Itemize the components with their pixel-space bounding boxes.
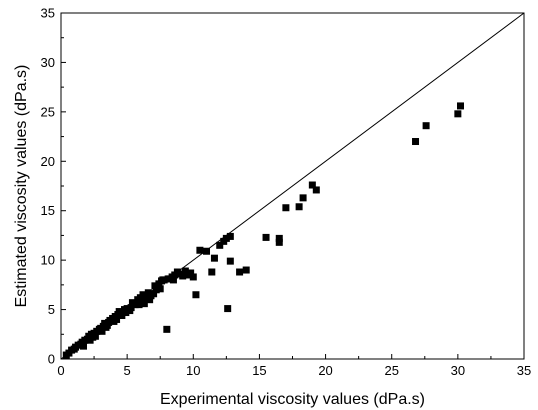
- data-point: [224, 305, 232, 313]
- data-points: [62, 102, 465, 359]
- y-tick-label: 15: [41, 203, 55, 218]
- y-tick-label: 5: [48, 302, 55, 317]
- data-point: [222, 234, 230, 242]
- data-point: [169, 276, 177, 284]
- data-point: [181, 267, 189, 275]
- data-point: [89, 333, 97, 341]
- data-point: [140, 300, 148, 308]
- data-point: [242, 266, 250, 274]
- y-axis-title: Estimated viscosity values (dPa.s): [13, 65, 30, 308]
- data-point: [275, 238, 283, 246]
- data-point: [216, 241, 224, 249]
- data-point: [312, 186, 320, 194]
- data-point: [226, 232, 234, 240]
- data-point: [139, 291, 147, 299]
- data-point: [98, 327, 106, 335]
- data-point: [457, 102, 465, 110]
- data-point: [192, 291, 200, 299]
- data-point: [156, 285, 164, 293]
- data-point: [282, 204, 290, 212]
- data-point: [454, 110, 462, 118]
- data-point: [118, 312, 126, 320]
- data-point: [79, 342, 87, 350]
- data-point: [164, 275, 172, 283]
- x-tick-label: 20: [318, 363, 332, 378]
- data-point: [275, 234, 283, 242]
- data-point: [151, 282, 159, 290]
- x-tick-label: 5: [124, 363, 131, 378]
- data-point: [308, 181, 316, 189]
- x-axis-title: Experimental viscosity values (dPa.s): [160, 391, 425, 408]
- data-point: [179, 272, 187, 280]
- data-point: [113, 315, 121, 323]
- y-tick-label: 10: [41, 253, 55, 268]
- data-point: [210, 254, 218, 262]
- data-point: [189, 273, 197, 281]
- x-axis-ticks: 0 5 10 15 20 25 30 35: [57, 354, 531, 378]
- x-tick-label: 30: [451, 363, 465, 378]
- x-tick-label: 0: [57, 363, 64, 378]
- data-point: [131, 301, 139, 309]
- y-tick-label: 20: [41, 154, 55, 169]
- data-point: [295, 203, 303, 211]
- data-point: [122, 309, 130, 317]
- data-point: [422, 122, 430, 130]
- data-point: [196, 246, 204, 254]
- x-tick-label: 10: [186, 363, 200, 378]
- data-point: [299, 194, 307, 202]
- data-point: [127, 304, 135, 312]
- data-point: [152, 286, 160, 294]
- x-tick-label: 25: [384, 363, 398, 378]
- data-point: [226, 257, 234, 265]
- data-point: [208, 268, 216, 276]
- y-axis-ticks: 0 5 10 15 20 25 30 35: [41, 6, 66, 367]
- y-tick-label: 35: [41, 6, 55, 21]
- data-point: [115, 308, 123, 316]
- data-point: [142, 295, 150, 303]
- data-point: [150, 290, 158, 298]
- y-tick-label: 30: [41, 55, 55, 70]
- data-point: [412, 138, 420, 146]
- data-point: [236, 268, 244, 276]
- x-tick-label: 15: [252, 363, 266, 378]
- y-tick-label: 0: [48, 352, 55, 367]
- data-point: [163, 325, 171, 333]
- y-tick-label: 25: [41, 104, 55, 119]
- data-point: [262, 233, 270, 241]
- data-point: [146, 296, 154, 304]
- data-point: [159, 276, 167, 284]
- data-point: [203, 247, 211, 255]
- data-point: [187, 269, 195, 277]
- x-tick-label: 35: [517, 363, 531, 378]
- data-point: [103, 321, 111, 329]
